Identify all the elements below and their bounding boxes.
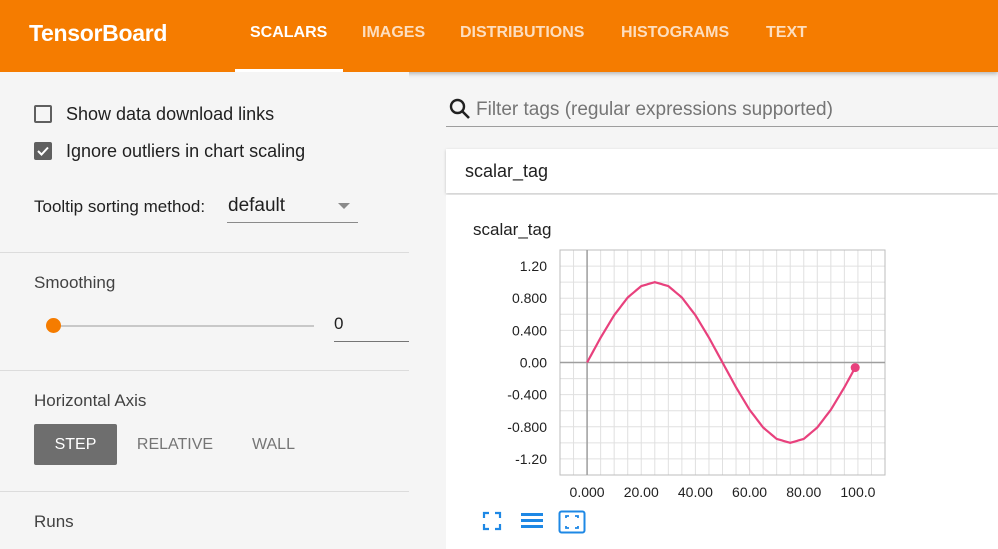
smoothing-slider-track[interactable] — [54, 325, 314, 327]
show-download-links-row[interactable]: Show data download links — [34, 102, 274, 126]
axis-step-button[interactable]: STEP — [34, 424, 117, 465]
x-tick-label: 80.00 — [786, 484, 821, 500]
chart-card-title: scalar_tag — [473, 220, 552, 239]
x-tick-label: 60.00 — [732, 484, 767, 500]
series-line — [586, 280, 857, 445]
tab-images[interactable]: IMAGES — [362, 24, 426, 41]
ignore-outliers-label: Ignore outliers in chart scaling — [66, 140, 306, 161]
tab-text[interactable]: TEXT — [766, 24, 807, 41]
search-placeholder: Filter tags (regular expressions support… — [476, 99, 833, 120]
smoothing-value: 0 — [334, 314, 344, 333]
x-tick-label: 100.0 — [840, 484, 875, 500]
tab-histograms[interactable]: HISTOGRAMS — [621, 24, 730, 41]
y-tick-label: -1.20 — [515, 451, 547, 467]
sidebar-divider — [0, 252, 409, 253]
top-app-bar: TensorBoard SCALARS IMAGES DISTRIBUTIONS… — [0, 0, 998, 72]
ignore-outliers-checkbox[interactable] — [34, 142, 52, 160]
toggle-log-scale-icon[interactable] — [520, 510, 544, 532]
active-tab-indicator — [235, 69, 343, 72]
x-tick-label: 0.000 — [570, 484, 605, 500]
runs-title: Runs — [34, 512, 74, 531]
y-tick-label: -0.400 — [507, 387, 547, 403]
y-tick-label: 0.00 — [520, 355, 547, 371]
checkmark-icon — [37, 146, 49, 156]
search-icon — [449, 98, 470, 119]
sidebar-divider — [0, 370, 409, 371]
category-pane-header[interactable]: scalar_tag — [446, 149, 998, 193]
tooltip-sorting-select[interactable]: default — [227, 188, 358, 223]
axis-wall-button[interactable]: WALL — [252, 436, 295, 453]
tooltip-sorting-label: Tooltip sorting method: — [34, 197, 206, 216]
smoothing-input[interactable]: 0 — [334, 308, 409, 342]
axis-relative-button[interactable]: RELATIVE — [136, 436, 214, 453]
y-tick-label: 1.20 — [520, 258, 547, 274]
tab-scalars[interactable]: SCALARS — [250, 24, 328, 41]
x-tick-label: 40.00 — [678, 484, 713, 500]
scalar-chart[interactable]: 1.20 0.800 0.400 0.00 -0.400 -0.800 -1.20 0.000… — [470, 245, 890, 507]
reset-zoom-icon[interactable] — [558, 510, 586, 534]
smoothing-title: Smoothing — [34, 273, 116, 292]
tab-distributions[interactable]: DISTRIBUTIONS — [460, 24, 585, 41]
show-download-links-label: Show data download links — [66, 103, 275, 124]
smoothing-slider-knob[interactable] — [46, 318, 61, 333]
brand-title: TensorBoard — [29, 20, 168, 46]
y-tick-label: 0.800 — [512, 290, 547, 306]
ignore-outliers-row[interactable]: Ignore outliers in chart scaling — [34, 139, 305, 163]
last-point-marker — [850, 363, 860, 373]
show-download-links-checkbox[interactable] — [34, 105, 52, 123]
sidebar-divider — [0, 491, 409, 492]
tag-filter-search[interactable]: Filter tags (regular expressions support… — [446, 92, 998, 127]
y-tick-label: 0.400 — [512, 322, 547, 338]
fit-domain-icon[interactable] — [481, 510, 503, 532]
x-tick-label: 20.00 — [624, 484, 659, 500]
tooltip-sorting-value: default — [228, 195, 286, 216]
y-tick-label: -0.800 — [507, 419, 547, 435]
sidebar — [0, 72, 409, 549]
horizontal-axis-title: Horizontal Axis — [34, 391, 147, 410]
category-pane-title: scalar_tag — [465, 161, 549, 181]
dropdown-arrow-icon — [338, 203, 350, 209]
